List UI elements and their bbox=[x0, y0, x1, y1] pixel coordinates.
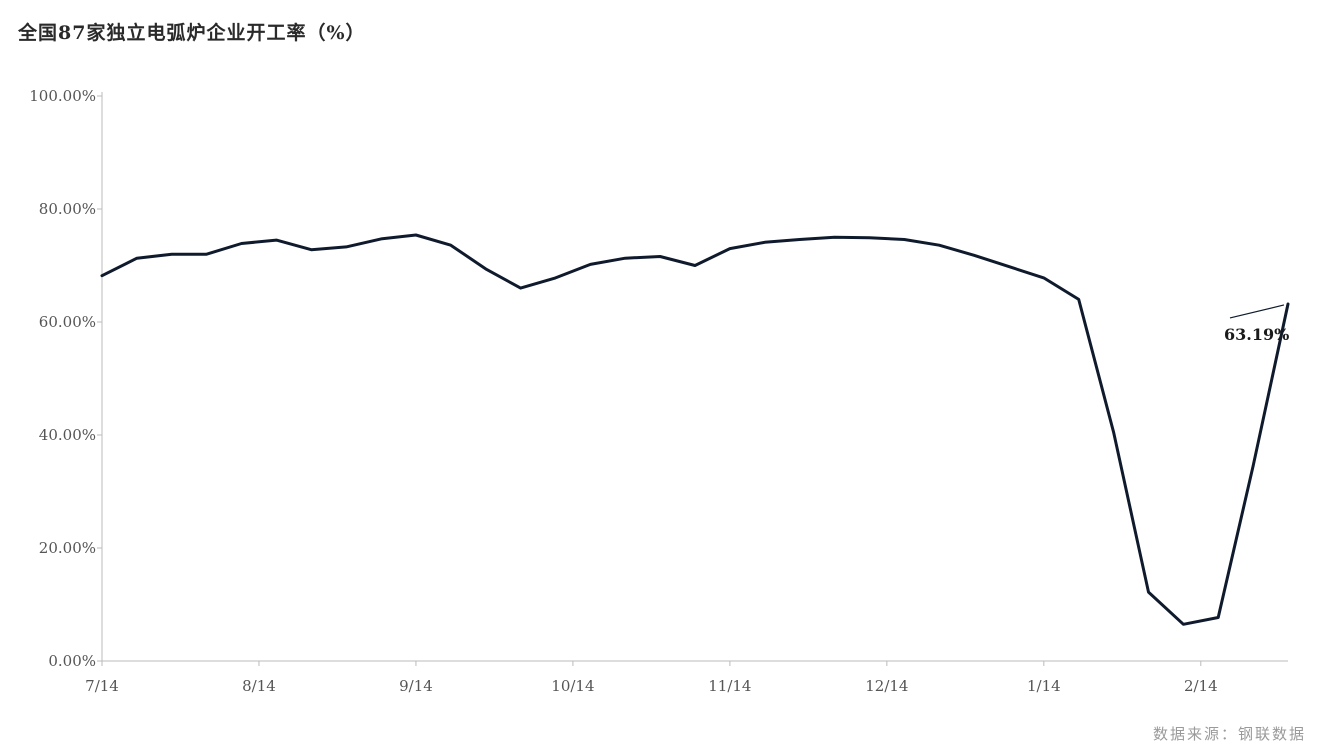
data-label: 63.19% bbox=[1224, 325, 1289, 344]
x-tick-label: 11/14 bbox=[708, 677, 751, 695]
x-tick-label: 7/14 bbox=[85, 677, 119, 695]
x-tick-label: 8/14 bbox=[242, 677, 276, 695]
x-tick-label: 1/14 bbox=[1027, 677, 1061, 695]
source-note: 数据来源：钢联数据 bbox=[1152, 725, 1306, 743]
x-tick-label: 10/14 bbox=[551, 677, 594, 695]
series-line bbox=[100, 233, 1290, 626]
y-tick-label: 60.00% bbox=[39, 313, 96, 331]
y-tick-label: 20.00% bbox=[39, 539, 96, 557]
annotation-leader bbox=[1229, 304, 1285, 319]
y-tick-label: 100.00% bbox=[29, 87, 96, 105]
chart-title: 全国87家独立电弧炉企业开工率（%） bbox=[18, 22, 366, 44]
y-tick-label: 0.00% bbox=[48, 652, 96, 670]
x-tick-label: 2/14 bbox=[1184, 677, 1218, 695]
x-tick-label: 12/14 bbox=[865, 677, 908, 695]
x-tick-label: 9/14 bbox=[399, 677, 433, 695]
y-tick-label: 80.00% bbox=[39, 200, 96, 218]
y-tick-label: 40.00% bbox=[39, 426, 96, 444]
